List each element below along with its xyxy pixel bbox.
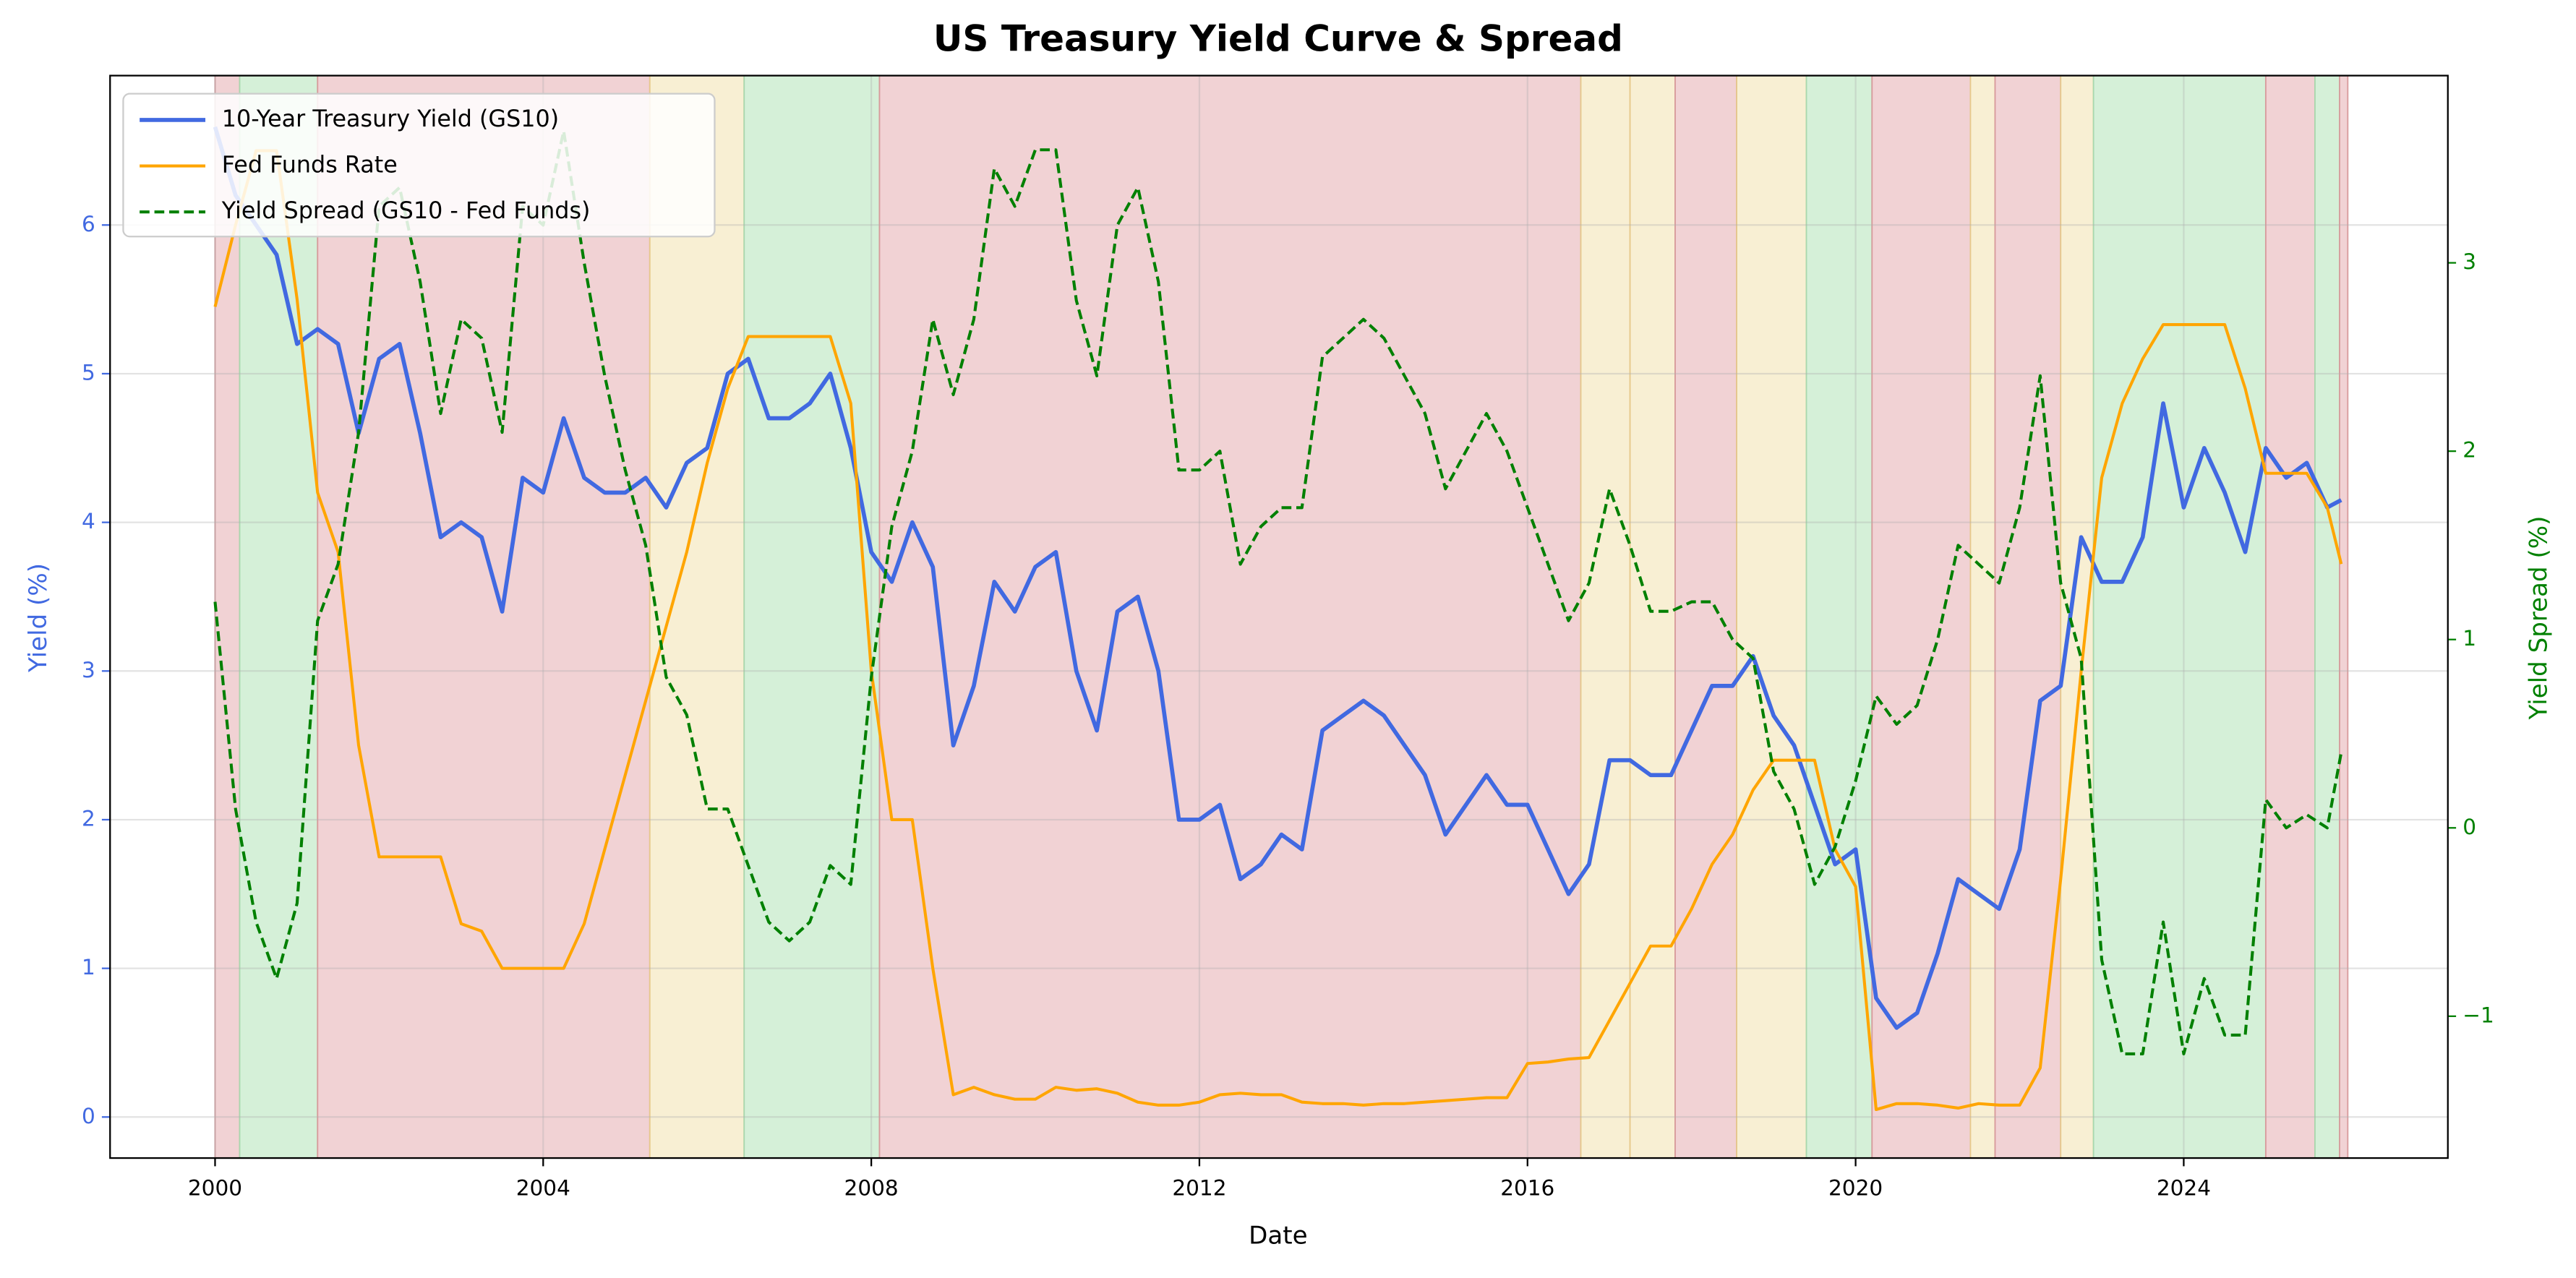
- regime-band: [317, 74, 651, 1159]
- y2-tick-label: 0: [2462, 815, 2476, 839]
- y-tick-label: 6: [82, 212, 95, 236]
- regime-band: [2264, 74, 2316, 1159]
- regime-band: [1969, 74, 1996, 1159]
- x-tick-label: 2012: [1172, 1176, 1226, 1201]
- regime-band: [649, 74, 745, 1159]
- x-tick-label: 2004: [516, 1176, 570, 1201]
- regime-band: [1805, 74, 1873, 1159]
- series-line: [213, 149, 2343, 1112]
- y-tick-label: 2: [82, 806, 95, 831]
- regime-band: [2339, 74, 2349, 1159]
- y-tick-label: 1: [82, 955, 95, 979]
- regime-band: [2092, 74, 2267, 1159]
- y-tick-label: 5: [82, 360, 95, 385]
- regime-band: [2314, 74, 2340, 1159]
- legend-box: [122, 93, 716, 238]
- regime-band: [1994, 74, 2062, 1159]
- x-tick-label: 2024: [2157, 1176, 2211, 1201]
- y2-tick-label: 3: [2462, 249, 2476, 274]
- regime-band: [239, 74, 319, 1159]
- regime-band: [1629, 74, 1676, 1159]
- plot-frame: [109, 74, 2449, 1159]
- regime-band: [1580, 74, 1631, 1159]
- regime-band: [2060, 74, 2094, 1159]
- series-line: [213, 126, 2342, 1030]
- y2-tick-label: 1: [2462, 626, 2476, 651]
- regime-band: [1674, 74, 1737, 1159]
- legend-label: Fed Funds Rate: [222, 151, 398, 179]
- y2-tick-label: 2: [2462, 438, 2476, 463]
- x-axis-label: Date: [1249, 1222, 1307, 1251]
- regime-band: [878, 74, 1582, 1159]
- x-tick-label: 2020: [1828, 1176, 1883, 1201]
- y2-axis-label: Yield Spread (%): [2525, 516, 2554, 721]
- x-tick-label: 2016: [1500, 1176, 1554, 1201]
- legend-label: Yield Spread (GS10 - Fed Funds): [221, 197, 591, 224]
- y2-tick-label: −1: [2462, 1003, 2494, 1027]
- y-tick-label: 3: [82, 658, 95, 682]
- y-tick-label: 4: [82, 509, 95, 533]
- y-axis-label: Yield (%): [24, 563, 53, 673]
- x-tick-label: 2008: [844, 1176, 899, 1201]
- y-tick-label: 0: [82, 1104, 95, 1128]
- x-tick-label: 2000: [188, 1176, 242, 1201]
- series-line: [213, 129, 2343, 1056]
- legend-label: 10-Year Treasury Yield (GS10): [222, 105, 559, 132]
- regime-band: [1736, 74, 1807, 1159]
- regime-band: [743, 74, 881, 1159]
- chart-title: US Treasury Yield Curve & Spread: [933, 17, 1623, 59]
- regime-band: [214, 74, 241, 1159]
